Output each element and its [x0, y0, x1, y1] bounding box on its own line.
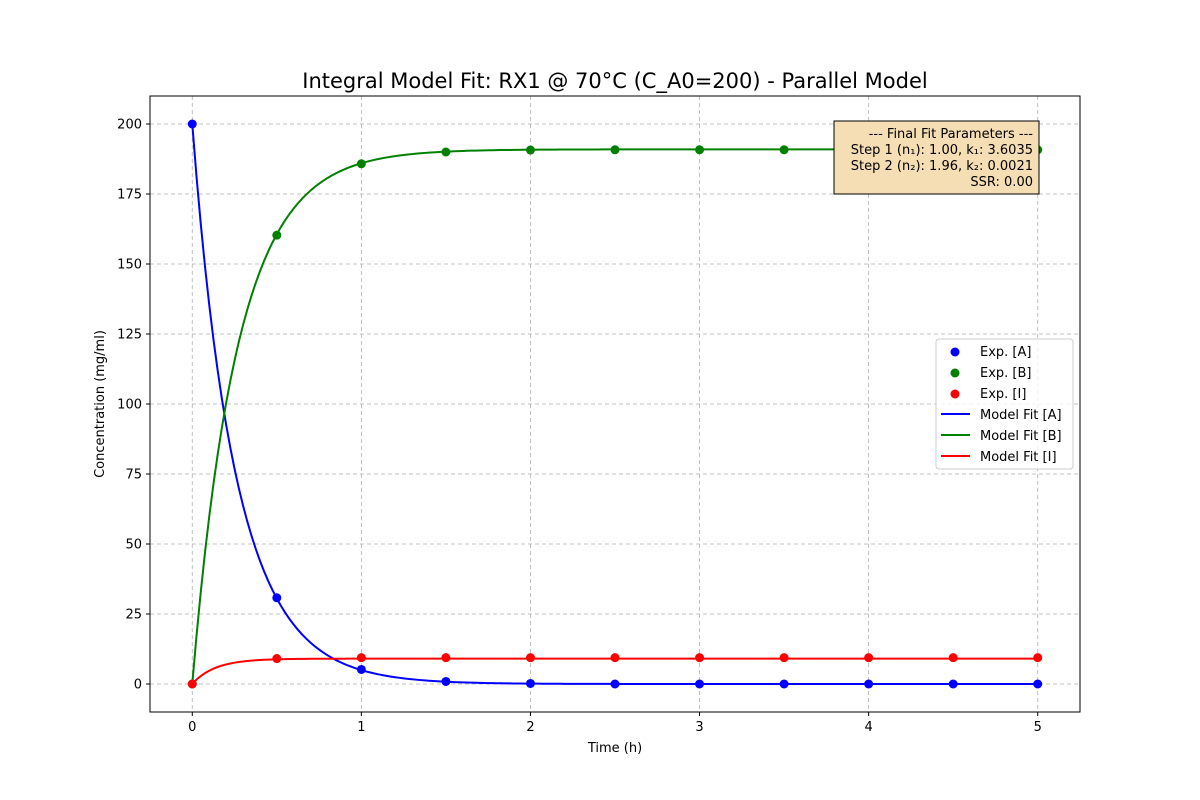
exp-point-a: [948, 679, 958, 689]
y-tick-label: 25: [125, 608, 142, 623]
legend-label-model-i: Model Fit [I]: [980, 450, 1057, 465]
legend-label-model-a: Model Fit [A]: [980, 408, 1062, 423]
y-tick-label: 175: [117, 188, 142, 203]
legend: Exp. [A] Exp. [B] Exp. [I] Model Fit [A]…: [935, 338, 1074, 470]
legend-label-model-b: Model Fit [B]: [980, 429, 1062, 444]
fit-parameters-step1: Step 1 (n₁): 1.00, k₁: 3.6035: [851, 143, 1033, 158]
x-tick-label: 5: [1034, 720, 1042, 735]
exp-point-a: [695, 679, 705, 689]
fit-parameters-background: [833, 120, 1040, 195]
exp-point-i: [779, 653, 789, 663]
fit-parameters-step2: Step 2 (n₂): 1.96, k₂: 0.0021: [851, 159, 1033, 174]
y-tick-label: 100: [117, 398, 142, 413]
exp-point-i: [356, 653, 366, 663]
exp-point-i: [187, 679, 197, 689]
exp-point-b: [272, 230, 282, 240]
exp-point-i: [1033, 653, 1043, 663]
exp-point-a: [272, 593, 282, 603]
y-tick-label: 150: [117, 258, 142, 273]
exp-point-a: [610, 679, 620, 689]
y-axis-ticks: 0 25 50 75 100 125 150 175 200: [117, 118, 150, 693]
y-axis-label: Concentration (mg/ml): [93, 330, 108, 478]
x-axis-ticks: 0 1 2 3 4 5: [188, 712, 1042, 735]
exp-point-a: [525, 678, 535, 688]
x-tick-label: 2: [526, 720, 534, 735]
exp-point-i: [441, 653, 451, 663]
exp-point-i: [525, 653, 535, 663]
y-tick-label: 0: [134, 678, 142, 693]
legend-marker-exp-b: [950, 368, 960, 378]
exp-point-i: [695, 653, 705, 663]
x-tick-label: 3: [695, 720, 703, 735]
exp-point-b: [441, 147, 451, 157]
y-tick-label: 75: [125, 468, 142, 483]
exp-point-b: [610, 145, 620, 155]
exp-point-a: [864, 679, 874, 689]
exp-point-a: [356, 664, 366, 674]
fit-parameters-ssr: SSR: 0.00: [970, 175, 1033, 190]
legend-marker-exp-i: [950, 389, 960, 399]
y-tick-label: 50: [125, 538, 142, 553]
legend-box: [935, 338, 1074, 470]
legend-label-exp-a: Exp. [A]: [980, 345, 1031, 360]
y-tick-label: 125: [117, 328, 142, 343]
exp-point-i: [948, 653, 958, 663]
exp-point-i: [272, 654, 282, 664]
exp-point-i: [864, 653, 874, 663]
x-tick-label: 0: [188, 720, 196, 735]
y-tick-label: 200: [117, 118, 142, 133]
exp-point-a: [1033, 679, 1043, 689]
exp-point-b: [356, 159, 366, 169]
exp-point-b: [525, 145, 535, 155]
exp-point-a: [779, 679, 789, 689]
legend-label-exp-i: Exp. [I]: [980, 387, 1026, 402]
exp-point-b: [695, 145, 705, 155]
grid: [150, 96, 1080, 712]
x-tick-label: 4: [864, 720, 872, 735]
exp-point-i: [610, 653, 620, 663]
legend-marker-exp-a: [950, 347, 960, 357]
exp-point-a: [187, 119, 197, 129]
x-axis-label: Time (h): [587, 741, 642, 756]
fit-parameters-header: --- Final Fit Parameters ---: [869, 127, 1034, 142]
chart-title: Integral Model Fit: RX1 @ 70°C (C_A0=200…: [302, 69, 927, 94]
exp-point-b: [779, 145, 789, 155]
exp-point-a: [441, 676, 451, 686]
fit-parameters-box: --- Final Fit Parameters --- Step 1 (n₁)…: [833, 120, 1040, 195]
legend-label-exp-b: Exp. [B]: [980, 366, 1032, 381]
x-tick-label: 1: [357, 720, 365, 735]
